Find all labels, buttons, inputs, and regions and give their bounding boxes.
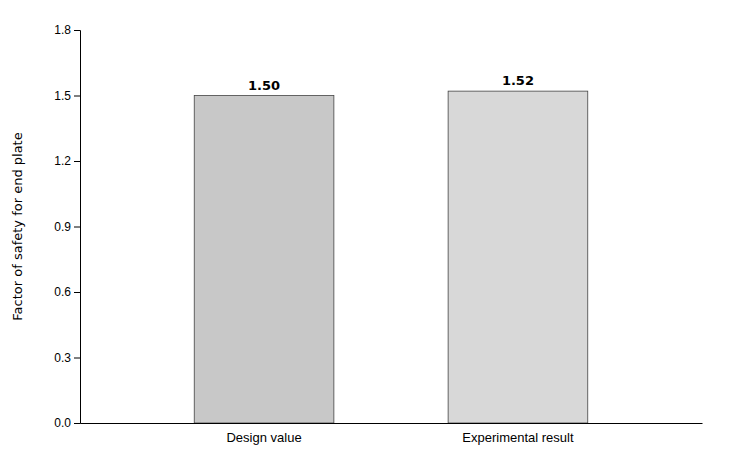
y-tick-label: 0.6: [54, 285, 71, 299]
y-tick-mark: [74, 227, 80, 228]
y-tick: 0.3: [54, 351, 80, 365]
x-axis-line: [81, 423, 703, 424]
x-tick: Experimental result: [462, 430, 574, 445]
chart: 0.0 0.3 0.6 0.9 1.2 1.5 1.8 Design value Experim…: [0, 0, 732, 468]
y-tick: 1.2: [54, 154, 80, 168]
y-tick-label: 0.9: [54, 220, 71, 234]
y-tick-mark: [74, 96, 80, 97]
y-tick-label: 0.0: [54, 416, 71, 430]
y-tick-label: 1.8: [54, 23, 71, 37]
y-tick: 1.5: [54, 89, 80, 103]
y-axis-title: Factor of safety for end plate: [10, 132, 25, 320]
y-tick-label: 1.2: [54, 154, 71, 168]
data-labels: 1.50 1.52: [248, 73, 534, 92]
data-label: 1.52: [502, 73, 534, 88]
y-tick: 0.9: [54, 220, 80, 234]
bars: [194, 91, 588, 423]
bar: [448, 91, 588, 423]
y-tick-label: 1.5: [54, 89, 71, 103]
x-tick: Design value: [226, 430, 301, 445]
x-tick-label: Experimental result: [462, 430, 574, 445]
y-tick: 1.8: [54, 23, 80, 37]
x-axis: Design value Experimental result: [81, 424, 703, 446]
y-tick-mark: [74, 30, 80, 31]
y-tick: 0.0: [54, 416, 80, 430]
bar: [194, 96, 334, 424]
y-axis-line: [74, 31, 81, 424]
plot: 0.0 0.3 0.6 0.9 1.2 1.5 1.8 Design value Experim…: [54, 23, 702, 445]
y-tick-mark: [74, 423, 80, 424]
y-tick-mark: [74, 292, 80, 293]
y-tick-mark: [74, 161, 80, 162]
y-axis: 0.0 0.3 0.6 0.9 1.2 1.5 1.8: [54, 23, 80, 430]
x-tick-label: Design value: [226, 430, 301, 445]
y-tick: 0.6: [54, 285, 80, 299]
y-tick-mark: [74, 358, 80, 359]
y-tick-label: 0.3: [54, 351, 71, 365]
data-label: 1.50: [248, 78, 280, 93]
